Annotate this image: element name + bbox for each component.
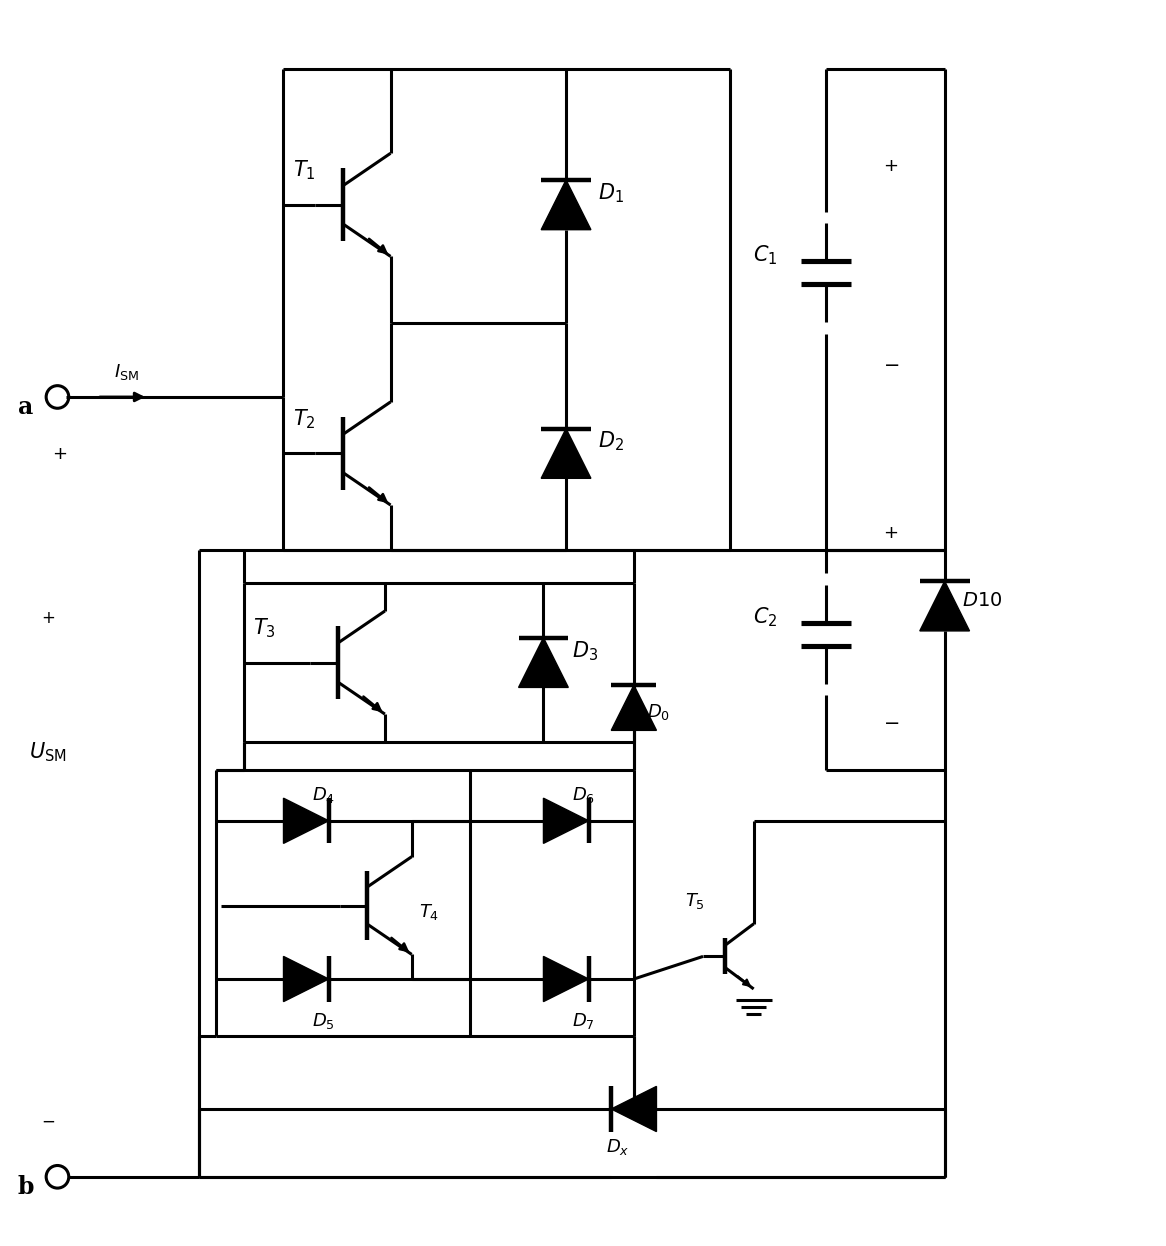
Text: $T_4$: $T_4$ xyxy=(419,902,440,922)
Polygon shape xyxy=(920,581,970,630)
Polygon shape xyxy=(283,799,329,844)
Polygon shape xyxy=(611,1087,656,1131)
Polygon shape xyxy=(541,429,591,478)
Text: $-$: $-$ xyxy=(883,711,899,731)
Text: $C_2$: $C_2$ xyxy=(752,606,777,628)
Text: $D10$: $D10$ xyxy=(962,592,1002,611)
Text: b: b xyxy=(17,1175,35,1199)
Text: $-$: $-$ xyxy=(41,1111,55,1130)
Text: $D_6$: $D_6$ xyxy=(571,785,595,805)
Text: $D_5$: $D_5$ xyxy=(311,1012,335,1032)
Polygon shape xyxy=(283,957,329,1002)
Text: $-$: $-$ xyxy=(883,354,899,373)
Polygon shape xyxy=(543,957,589,1002)
Polygon shape xyxy=(541,179,591,229)
Text: $+$: $+$ xyxy=(883,525,898,542)
Text: $D_2$: $D_2$ xyxy=(598,430,624,454)
Polygon shape xyxy=(519,638,568,688)
Text: $T_5$: $T_5$ xyxy=(684,891,704,911)
Text: $+$: $+$ xyxy=(51,445,66,464)
Text: a: a xyxy=(17,395,33,419)
Text: $T_1$: $T_1$ xyxy=(293,158,315,182)
Text: $I_{\rm SM}$: $I_{\rm SM}$ xyxy=(114,361,139,381)
Text: $D_4$: $D_4$ xyxy=(311,785,335,805)
Text: $+$: $+$ xyxy=(41,609,55,627)
Text: $C_1$: $C_1$ xyxy=(752,243,777,267)
Text: $D_7$: $D_7$ xyxy=(571,1012,595,1032)
Text: $D_1$: $D_1$ xyxy=(598,181,624,204)
Text: $+$: $+$ xyxy=(883,157,898,174)
Text: $U_{\rm SM}$: $U_{\rm SM}$ xyxy=(29,740,66,764)
Text: $T_2$: $T_2$ xyxy=(293,407,315,431)
Text: $D_0$: $D_0$ xyxy=(647,701,670,721)
Text: $T_3$: $T_3$ xyxy=(253,617,275,640)
Polygon shape xyxy=(543,799,589,844)
Text: $D_x$: $D_x$ xyxy=(605,1136,628,1158)
Text: $D_3$: $D_3$ xyxy=(571,639,598,663)
Polygon shape xyxy=(611,685,656,730)
